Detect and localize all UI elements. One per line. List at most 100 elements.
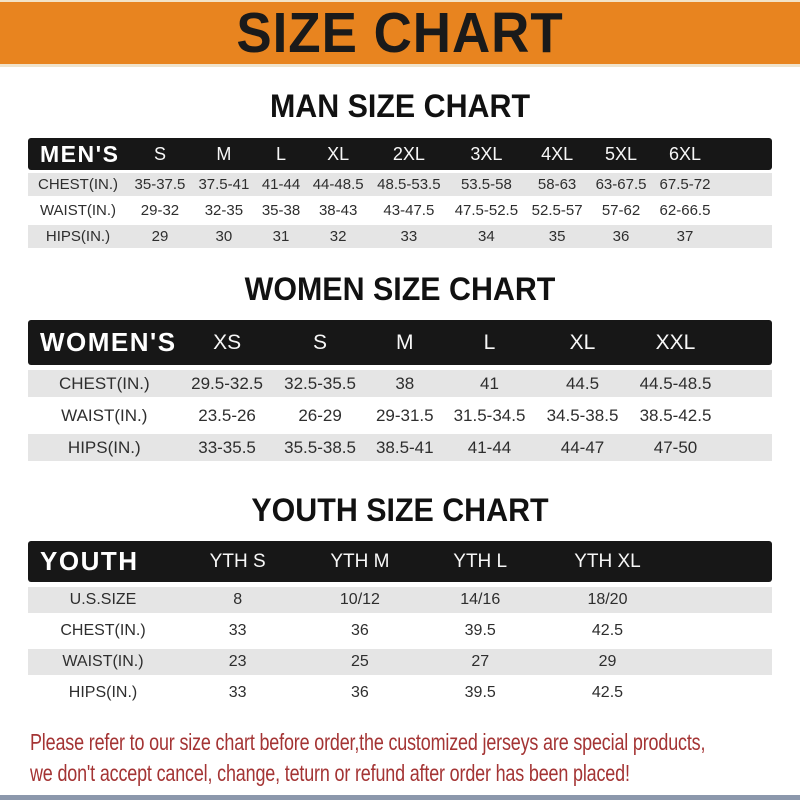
size-value-cell: 35 bbox=[525, 225, 590, 248]
size-value-cell: 53.5-58 bbox=[447, 173, 526, 196]
row-spacer-cell bbox=[677, 618, 772, 644]
size-value-cell: 30 bbox=[191, 225, 256, 248]
size-value-cell: 29-31.5 bbox=[375, 405, 434, 425]
size-value-cell: 29 bbox=[128, 225, 192, 248]
size-value-cell: 39.5 bbox=[464, 684, 496, 701]
size-value-cell: 26-29 bbox=[298, 405, 342, 425]
notice-line-2: we don't accept cancel, change, teturn o… bbox=[30, 760, 630, 786]
men-table-corner-label: MEN'S bbox=[28, 138, 128, 170]
row-spacer-cell bbox=[722, 370, 772, 397]
size-value-cell: 42.5 bbox=[591, 622, 624, 639]
column-header-xl: XL bbox=[536, 320, 629, 365]
size-value-cell: 41-44 bbox=[255, 173, 307, 196]
size-value-cell: 36 bbox=[351, 684, 369, 701]
column-header-xl: XL bbox=[306, 138, 371, 170]
size-value-cell: 34 bbox=[447, 225, 526, 248]
size-value-cell: 37 bbox=[652, 225, 717, 248]
row-label: U.S.SIZE bbox=[28, 587, 178, 613]
column-header-m: M bbox=[191, 138, 256, 170]
women-table-row-hips-in: HIPS(IN.) 33-35.5 35.5-38.5 38.5-41 41-44 44-… bbox=[28, 434, 772, 461]
size-value-cell: 57-62 bbox=[601, 202, 641, 219]
size-chart-sections: MAN SIZE CHART MEN'S S M L XL 2XL 3XL 4XL 5XL 6XL C… bbox=[0, 88, 800, 711]
column-header-5xl: 5XL bbox=[589, 138, 653, 170]
column-header-yth-m: YTH M bbox=[297, 541, 423, 582]
size-value-cell: 32-35 bbox=[204, 202, 244, 219]
column-header-s: S bbox=[273, 320, 367, 365]
column-header-s: S bbox=[128, 138, 192, 170]
men-table-row-chest-in: CHEST(IN.) 35-37.5 37.5-41 41-44 44-48.5 48.5… bbox=[28, 173, 772, 196]
size-value-cell: 10/12 bbox=[297, 587, 423, 613]
youth-table-row-chest-in: CHEST(IN.) 33 36 39.5 42.5 bbox=[28, 618, 772, 644]
size-value-cell: 31 bbox=[255, 225, 307, 248]
size-value-cell: 35.5-38.5 bbox=[273, 434, 367, 461]
size-value-cell: 35-37.5 bbox=[128, 173, 192, 196]
women-table-header-row: WOMEN'S XS S M L XL XXL bbox=[28, 320, 772, 365]
women-size-table: WOMEN'S XS S M L XL XXL CHEST(IN.) 29.5-32.5 32.5… bbox=[28, 315, 772, 466]
header-spacer-cell bbox=[677, 541, 772, 582]
size-value-cell: 38.5-41 bbox=[366, 434, 444, 461]
size-value-cell: 29-32 bbox=[140, 202, 180, 219]
size-value-cell: 42.5 bbox=[591, 684, 624, 701]
size-value-cell: 33-35.5 bbox=[180, 434, 274, 461]
youth-size-table: YOUTH YTH S YTH M YTH L YTH XL U.S.SIZE 8 10/12… bbox=[28, 536, 772, 711]
size-value-cell: 36 bbox=[351, 622, 369, 639]
men-table-header-row: MEN'S S M L XL 2XL 3XL 4XL 5XL 6XL bbox=[28, 138, 772, 170]
men-table-row-hips-in: HIPS(IN.) 29 30 31 32 33 34 35 36 37 bbox=[28, 225, 772, 248]
column-header-l: L bbox=[443, 320, 536, 365]
size-value-cell: 63-67.5 bbox=[589, 173, 653, 196]
row-label: HIPS(IN.) bbox=[28, 225, 128, 248]
column-header-2xl: 2XL bbox=[370, 138, 448, 170]
women-table-row-chest-in: CHEST(IN.) 29.5-32.5 32.5-35.5 38 41 44.5 44.5… bbox=[28, 370, 772, 397]
size-value-cell: 32 bbox=[306, 225, 371, 248]
size-value-cell: 33 bbox=[228, 622, 247, 639]
size-value-cell: 14/16 bbox=[422, 587, 538, 613]
size-value-cell: 41-44 bbox=[443, 434, 536, 461]
youth-table-corner-label: YOUTH bbox=[28, 541, 178, 582]
row-label: WAIST(IN.) bbox=[28, 649, 178, 675]
men-size-table: MEN'S S M L XL 2XL 3XL 4XL 5XL 6XL CHEST(IN.) 35-37… bbox=[28, 135, 772, 251]
size-value-cell: 38 bbox=[366, 370, 444, 397]
row-label: CHEST(IN.) bbox=[28, 173, 128, 196]
women-table-row-waist-in: WAIST(IN.) 23.5-26 26-29 29-31.5 31.5-34.5 34… bbox=[28, 402, 772, 429]
size-value-cell: 27 bbox=[422, 649, 538, 675]
youth-table-header-row: YOUTH YTH S YTH M YTH L YTH XL bbox=[28, 541, 772, 582]
size-section-men: MAN SIZE CHART MEN'S S M L XL 2XL 3XL 4XL 5XL 6XL C… bbox=[0, 88, 800, 251]
column-header-yth-s: YTH S bbox=[178, 541, 298, 582]
size-value-cell: 29 bbox=[537, 649, 677, 675]
size-value-cell: 47.5-52.5 bbox=[454, 202, 519, 219]
column-header-4xl: 4XL bbox=[525, 138, 590, 170]
men-section-heading: MAN SIZE CHART bbox=[269, 88, 531, 124]
size-value-cell: 44.5 bbox=[536, 370, 629, 397]
row-label: WAIST(IN.) bbox=[39, 202, 117, 219]
row-spacer-cell bbox=[722, 402, 772, 429]
size-value-cell: 38-43 bbox=[318, 202, 358, 219]
size-value-cell: 43-47.5 bbox=[383, 202, 435, 219]
youth-table-row-hips-in: HIPS(IN.) 33 36 39.5 42.5 bbox=[28, 680, 772, 706]
size-value-cell: 44.5-48.5 bbox=[628, 370, 722, 397]
column-header-l: L bbox=[255, 138, 307, 170]
size-value-cell: 8 bbox=[178, 587, 298, 613]
size-value-cell: 58-63 bbox=[525, 173, 590, 196]
size-value-cell: 35-38 bbox=[261, 202, 301, 219]
column-header-yth-xl: YTH XL bbox=[537, 541, 677, 582]
youth-table-row-u-s-size: U.S.SIZE 8 10/12 14/16 18/20 bbox=[28, 587, 772, 613]
row-label: HIPS(IN.) bbox=[28, 434, 181, 461]
size-value-cell: 23 bbox=[178, 649, 298, 675]
youth-section-heading: YOUTH SIZE CHART bbox=[251, 492, 549, 528]
size-value-cell: 44-47 bbox=[536, 434, 629, 461]
column-header-xxl: XXL bbox=[628, 320, 722, 365]
row-spacer-cell bbox=[677, 587, 772, 613]
size-value-cell: 33 bbox=[370, 225, 448, 248]
row-spacer-cell bbox=[717, 173, 772, 196]
page-title: SIZE CHART bbox=[236, 1, 564, 65]
size-value-cell: 47-50 bbox=[628, 434, 722, 461]
size-value-cell: 41 bbox=[443, 370, 536, 397]
size-value-cell: 48.5-53.5 bbox=[370, 173, 448, 196]
size-value-cell: 34.5-38.5 bbox=[546, 405, 619, 425]
men-table-row-waist-in: WAIST(IN.) 29-32 32-35 35-38 38-43 43-47.5 47.… bbox=[28, 199, 772, 222]
size-value-cell: 37.5-41 bbox=[191, 173, 256, 196]
row-spacer-cell bbox=[717, 199, 772, 222]
column-header-3xl: 3XL bbox=[447, 138, 526, 170]
size-value-cell: 62-66.5 bbox=[659, 202, 711, 219]
